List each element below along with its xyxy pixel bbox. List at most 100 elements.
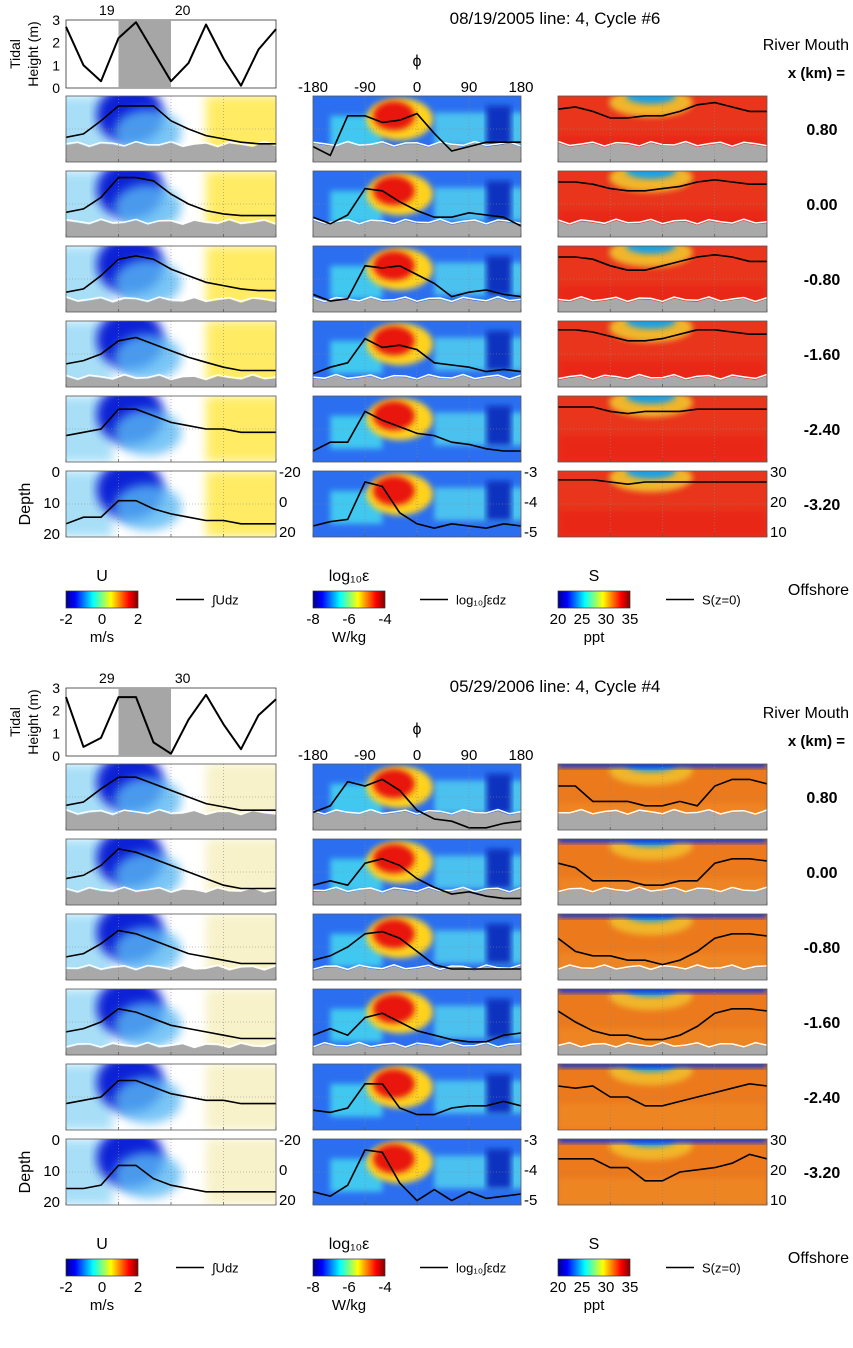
colorbar-tick: -6 bbox=[342, 611, 355, 628]
epsilon-panel bbox=[313, 246, 528, 312]
phase-tick: 180 bbox=[508, 79, 533, 96]
x-km-header: x (km) = bbox=[788, 65, 845, 82]
right-axis-tick: 20 bbox=[279, 1192, 296, 1209]
phase-symbol: ϕ bbox=[413, 721, 422, 738]
colorbar-tick: 2 bbox=[134, 1279, 142, 1296]
tide-ytick: 0 bbox=[52, 80, 60, 96]
depth-tick: 10 bbox=[43, 495, 60, 512]
right-axis-tick: 20 bbox=[770, 1162, 787, 1179]
salinity-panel bbox=[558, 313, 767, 387]
offshore-label: Offshore bbox=[788, 1250, 849, 1267]
tide-ytick: 2 bbox=[52, 35, 60, 51]
epsilon-panel bbox=[313, 321, 528, 387]
colorbar-tick: 25 bbox=[574, 1279, 591, 1296]
colorbar-title: log₁₀ε bbox=[329, 1236, 370, 1253]
phase-tick: 90 bbox=[461, 79, 478, 96]
salinity-panel bbox=[558, 163, 767, 237]
epsilon-panel bbox=[313, 396, 528, 462]
colorbar-tick: -8 bbox=[306, 611, 319, 628]
legend-label: S(z=0) bbox=[702, 593, 741, 608]
colorbar-tick: -4 bbox=[378, 611, 391, 628]
legend-label: ∫Udz bbox=[211, 593, 239, 608]
phase-tick: -180 bbox=[298, 79, 328, 96]
right-axis-tick: 20 bbox=[279, 524, 296, 541]
right-axis-tick: 30 bbox=[770, 1132, 787, 1149]
colorbar-title: S bbox=[589, 568, 600, 585]
phase-tick: 0 bbox=[413, 79, 421, 96]
right-axis-tick: -3 bbox=[524, 1132, 537, 1149]
x-km-value: -0.80 bbox=[804, 940, 841, 957]
epsilon-panel bbox=[313, 989, 528, 1055]
epsilon-panel bbox=[313, 914, 528, 980]
tide-ytick: 0 bbox=[52, 748, 60, 764]
colorbar-tick: 0 bbox=[98, 611, 106, 628]
x-km-value: -3.20 bbox=[804, 497, 841, 514]
colorbar-tick: -2 bbox=[59, 611, 72, 628]
tide-ytick: 2 bbox=[52, 703, 60, 719]
colorbar-tick: 20 bbox=[550, 611, 567, 628]
salinity-panel bbox=[558, 756, 767, 830]
depth-tick: 20 bbox=[43, 1194, 60, 1211]
phase-symbol: ϕ bbox=[413, 53, 422, 70]
x-km-value: -0.80 bbox=[804, 272, 841, 289]
tide-ylabel: Tidal bbox=[7, 39, 23, 69]
epsilon-panel bbox=[313, 171, 528, 237]
salinity-panel bbox=[558, 981, 767, 1055]
tide-ytick: 1 bbox=[52, 725, 60, 741]
block-title: 08/19/2005 line: 4, Cycle #6 bbox=[450, 9, 661, 28]
x-km-value: 0.00 bbox=[806, 865, 837, 882]
colorbar-tick: 35 bbox=[622, 611, 639, 628]
offshore-label: Offshore bbox=[788, 582, 849, 599]
salinity-panel bbox=[558, 831, 767, 905]
x-km-value: -2.40 bbox=[804, 422, 841, 439]
depth-tick: 0 bbox=[52, 1132, 60, 1149]
right-axis-tick: -4 bbox=[524, 1162, 537, 1179]
salinity-panel bbox=[558, 1056, 767, 1130]
right-axis-tick: -5 bbox=[524, 524, 537, 541]
right-axis-tick: -4 bbox=[524, 494, 537, 511]
colorbar-tick: -4 bbox=[378, 1279, 391, 1296]
tide-ytick: 3 bbox=[52, 12, 60, 28]
x-km-value: -1.60 bbox=[804, 347, 841, 364]
colorbar-tick: 35 bbox=[622, 1279, 639, 1296]
phase-tick: 0 bbox=[413, 747, 421, 764]
colorbar-title: S bbox=[589, 1236, 600, 1253]
right-axis-tick: 10 bbox=[770, 524, 787, 541]
x-km-value: -2.40 bbox=[804, 1090, 841, 1107]
x-km-value: -3.20 bbox=[804, 1165, 841, 1182]
colorbar bbox=[66, 1259, 138, 1276]
phase-tick: -180 bbox=[298, 747, 328, 764]
legend-label: log₁₀∫εdz bbox=[456, 593, 506, 608]
block-title: 05/29/2006 line: 4, Cycle #4 bbox=[450, 677, 661, 696]
depth-tick: 10 bbox=[43, 1163, 60, 1180]
tide-ylabel: Height (m) bbox=[25, 21, 41, 86]
legend-label: S(z=0) bbox=[702, 1261, 741, 1276]
x-km-value: 0.80 bbox=[806, 122, 837, 139]
colorbar-tick: 20 bbox=[550, 1279, 567, 1296]
colorbar-tick: -6 bbox=[342, 1279, 355, 1296]
right-axis-tick: -20 bbox=[279, 1132, 301, 1149]
right-axis-tick: 0 bbox=[279, 1162, 287, 1179]
colorbar-unit: ppt bbox=[584, 1297, 606, 1314]
colorbar bbox=[313, 1259, 385, 1276]
right-axis-tick: 30 bbox=[770, 464, 787, 481]
tide-day-label: 29 bbox=[99, 670, 115, 686]
colorbar-unit: m/s bbox=[90, 1297, 114, 1314]
epsilon-panel bbox=[313, 471, 528, 537]
depth-label: Depth bbox=[17, 1151, 34, 1194]
legend-label: ∫Udz bbox=[211, 1261, 239, 1276]
right-axis-tick: 10 bbox=[770, 1192, 787, 1209]
colorbar bbox=[313, 591, 385, 608]
x-km-header: x (km) = bbox=[788, 733, 845, 750]
colorbar-tick: 0 bbox=[98, 1279, 106, 1296]
salinity-panel bbox=[558, 88, 767, 162]
depth-label: Depth bbox=[17, 483, 34, 526]
x-km-value: 0.00 bbox=[806, 197, 837, 214]
colorbar-tick: 25 bbox=[574, 611, 591, 628]
river-mouth-label: River Mouth bbox=[763, 705, 849, 722]
colorbar-unit: W/kg bbox=[332, 629, 366, 646]
salinity-panel bbox=[558, 238, 767, 312]
colorbar bbox=[558, 591, 630, 608]
right-axis-tick: 20 bbox=[770, 494, 787, 511]
